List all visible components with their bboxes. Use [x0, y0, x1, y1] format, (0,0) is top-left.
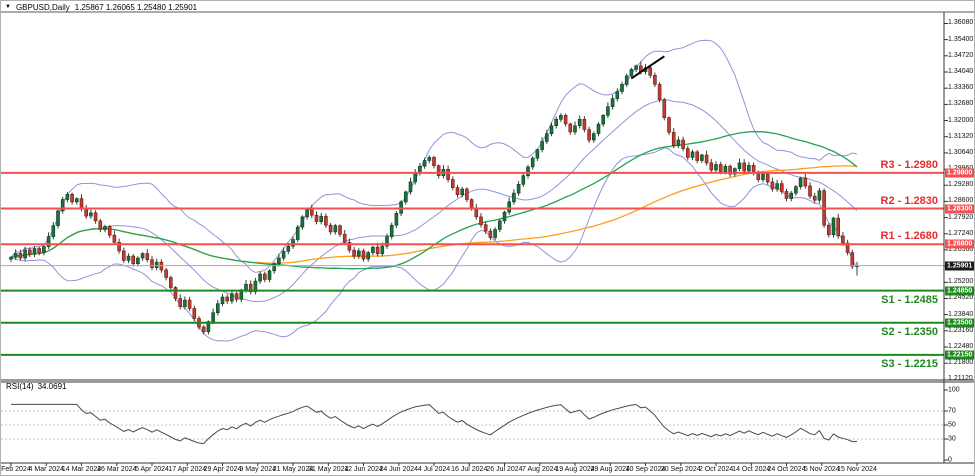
rsi-line — [11, 403, 858, 445]
price-axis-label: 1.23160 — [948, 326, 974, 334]
date-axis-label: 20 Sep 2024 — [660, 466, 701, 473]
date-axis-label: 19 Aug 2024 — [555, 466, 595, 473]
date-axis-label: 24 Jun 2024 — [379, 466, 419, 473]
date-axis-label: 26 Jul 2024 — [486, 466, 523, 473]
rsi-axis-label: 100 — [948, 386, 960, 394]
price-axis-label: 1.30640 — [948, 148, 974, 156]
axis-badge-s1: 1.24850 — [945, 286, 974, 296]
date-axis-label: 12 Jun 2024 — [344, 466, 383, 473]
date-axis-label: 31 May 2024 — [308, 466, 349, 473]
date-axis-label: 5 Apr 2024 — [135, 466, 169, 473]
price-axis-label: 1.33360 — [948, 84, 974, 92]
axis-badge-r3: 1.29800 — [945, 168, 974, 178]
price-axis-label: 1.27920 — [948, 213, 974, 221]
date-axis-label: 7 Aug 2024 — [522, 466, 558, 473]
rsi-indicator-label: RSI(14) 34.0691 — [6, 382, 66, 391]
axis-badge-r1: 1.26800 — [945, 239, 974, 249]
current-price-badge: 1.25901 — [945, 261, 974, 271]
pane-divider[interactable] — [1, 379, 975, 383]
date-axis-label: 17 Apr 2024 — [168, 466, 207, 473]
price-axis-label: 1.29280 — [948, 181, 974, 189]
rsi-axis-label: 70 — [948, 407, 956, 415]
date-axis-label: 29 Aug 2024 — [590, 466, 630, 473]
ohlc-quotes: 1.25867 1.26065 1.25480 1.25901 — [74, 2, 198, 12]
date-axis-label: 26 Mar 2024 — [97, 466, 137, 473]
price-axis-label: 1.28600 — [948, 197, 974, 205]
axis-badge-s3: 1.22150 — [945, 350, 974, 360]
level-label-s3: S3 - 1.2215 — [881, 357, 938, 370]
date-axis-label: 10 Sep 2024 — [625, 466, 666, 473]
rsi-value: 34.0691 — [37, 382, 67, 391]
price-axis-label: 1.27240 — [948, 229, 974, 237]
price-axis-label: 1.34720 — [948, 51, 974, 59]
date-axis-label: 21 May 2024 — [272, 466, 314, 473]
price-axis-label: 1.36080 — [948, 19, 974, 27]
price-axis-label: 1.21120 — [948, 375, 973, 383]
price-axis-label: 1.21800 — [948, 359, 974, 367]
price-axis-label: 1.35400 — [948, 35, 974, 43]
bollinger-bands — [10, 39, 858, 342]
price-axis-label: 1.32680 — [948, 100, 974, 108]
level-label-r2: R2 - 1.2830 — [880, 194, 938, 207]
rsi-axis-label: 30 — [948, 435, 956, 443]
date-axis-label: 4 Jul 2024 — [417, 466, 451, 473]
level-label-r3: R3 - 1.2980 — [880, 158, 938, 171]
price-axis-label: 1.26560 — [948, 245, 974, 253]
symbol-period-label: GBPUSD,Daily — [15, 2, 70, 12]
date-axis-label: 4 Mar 2024 — [28, 466, 64, 473]
axis-badge-r2: 1.28300 — [945, 204, 974, 214]
ma-slow-line — [10, 165, 858, 264]
chart-title: ▼ GBPUSD,Daily 1.25867 1.26065 1.25480 1… — [5, 2, 197, 12]
date-axis-label: 15 Nov 2024 — [837, 466, 877, 473]
axis-badge-s2: 1.23500 — [945, 318, 974, 328]
price-axis-label: 1.31320 — [948, 132, 974, 140]
price-axis-label: 1.25200 — [948, 278, 974, 286]
price-axis-label: 1.24520 — [948, 294, 974, 302]
price-axis-label: 1.34040 — [948, 67, 974, 75]
date-axis-label: 14 Mar 2024 — [61, 466, 102, 473]
rsi-name: RSI(14) — [6, 382, 34, 391]
price-axis-label: 1.22480 — [948, 343, 974, 350]
candles-layer — [9, 61, 859, 335]
date-axis-label: 2 Oct 2024 — [698, 466, 734, 473]
level-label-r1: R1 - 1.2680 — [880, 230, 938, 243]
date-axis-label: 14 Oct 2024 — [732, 466, 771, 473]
trendline-annotation[interactable] — [630, 55, 665, 80]
symbol-dropdown-icon[interactable]: ▼ — [5, 4, 11, 10]
date-axis-label: 21 Feb 2024 — [1, 466, 31, 473]
price-axis-label: 1.32000 — [948, 116, 974, 124]
date-axis-label: 16 Jul 2024 — [451, 466, 488, 473]
date-axis-label: 24 Oct 2024 — [767, 466, 806, 473]
date-axis-label: 9 May 2024 — [239, 466, 277, 473]
rsi-axis-label: 0 — [948, 456, 952, 464]
date-axis-label: 29 Apr 2024 — [203, 466, 242, 473]
date-axis-label: 5 Nov 2024 — [803, 466, 840, 473]
rsi-axis-label: 50 — [948, 421, 956, 429]
price-axis-label: 1.23840 — [948, 310, 974, 318]
level-label-s1: S1 - 1.2485 — [881, 293, 938, 306]
level-label-s2: S2 - 1.2350 — [881, 325, 938, 338]
